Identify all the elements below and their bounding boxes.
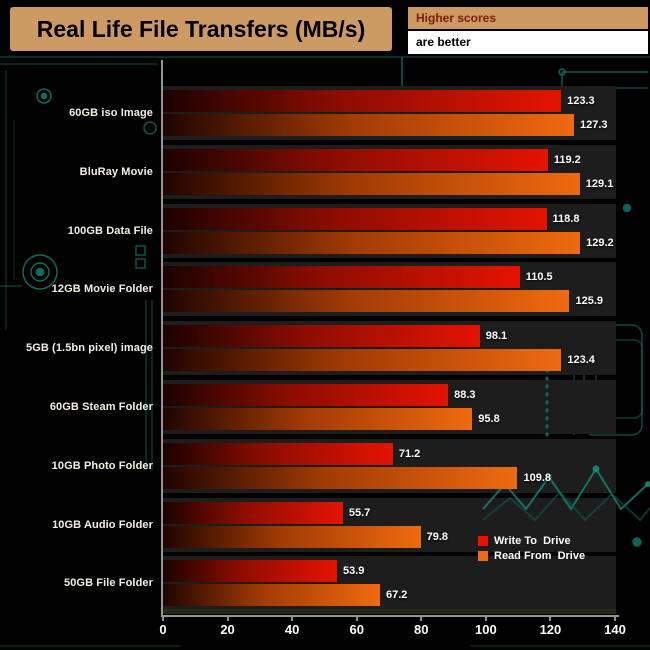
legend-label: Write To Drive (494, 535, 571, 547)
bar-write (163, 207, 547, 230)
value-label: 125.9 (575, 295, 603, 308)
x-tick-mark (420, 616, 423, 621)
x-tick-label: 40 (284, 622, 300, 637)
bar-read (163, 466, 518, 489)
x-tick-mark (355, 616, 358, 621)
category-label: BluRay Movie (79, 165, 153, 178)
x-tick-label: 60 (349, 622, 364, 637)
legend-item: Read From Drive (478, 550, 585, 562)
value-label: 71.2 (398, 447, 421, 460)
y-axis-line (161, 60, 163, 617)
value-label: 129.1 (585, 177, 614, 190)
x-tick-label: 0 (159, 622, 167, 637)
note-higher-scores: Higher scores (408, 7, 648, 29)
value-label: 53.9 (343, 565, 365, 578)
bar-read (163, 349, 562, 372)
x-tick-label: 140 (604, 622, 626, 637)
x-tick-mark (549, 616, 552, 621)
x-tick-label: 20 (220, 622, 235, 637)
legend-swatch-write (478, 536, 488, 546)
legend: Write To Drive Read From Drive (478, 535, 585, 562)
value-label: 55.7 (348, 506, 371, 519)
value-label: 123.3 (567, 95, 595, 107)
x-tick-mark (614, 616, 616, 621)
category-label: 50GB File Folder (63, 577, 153, 590)
bar-read (163, 408, 473, 430)
plot-footer-strip (163, 609, 616, 614)
category-label: 60GB iso Image (69, 107, 153, 119)
x-tick-mark (226, 616, 229, 621)
note-are-better: are better (408, 31, 648, 54)
value-label: 127.3 (579, 119, 608, 131)
x-tick-mark (162, 616, 164, 621)
bar-write (163, 560, 338, 583)
value-label: 98.1 (485, 330, 508, 343)
category-label: 5GB (1.5bn pixel) image (25, 342, 153, 355)
bar-read (163, 584, 380, 607)
value-label: 110.5 (525, 271, 553, 284)
bar-write (163, 325, 480, 348)
bar-write (163, 442, 393, 465)
bar-read (163, 231, 581, 254)
legend-label: Read From Drive (494, 550, 586, 562)
bar-write (163, 501, 343, 524)
bar-read (163, 525, 421, 548)
bar-write (163, 384, 449, 406)
value-label: 118.8 (552, 212, 580, 225)
category-label: 12GB Movie Folder (51, 283, 153, 296)
bar-write (163, 148, 548, 171)
category-label: 10GB Audio Folder (52, 518, 153, 531)
x-tick-label: 120 (539, 622, 562, 637)
bar-write (163, 266, 520, 289)
bar-read (163, 290, 570, 313)
category-label: 60GB Steam Folder (49, 401, 153, 413)
value-label: 79.8 (426, 530, 449, 543)
value-label: 88.3 (454, 389, 476, 401)
category-label: 100GB Data File (67, 224, 153, 237)
value-label: 95.8 (478, 413, 500, 425)
chart-title: Real Life File Transfers (MB/s) (36, 15, 366, 42)
bar-read (163, 172, 580, 195)
x-tick-label: 80 (414, 622, 429, 637)
value-label: 129.2 (586, 236, 614, 249)
legend-swatch-read (478, 551, 488, 561)
x-axis-line (161, 615, 619, 617)
value-label: 109.8 (523, 471, 552, 484)
value-label: 67.2 (385, 589, 408, 602)
category-label: 10GB Photo Folder (51, 459, 153, 472)
legend-item: Write To Drive (478, 535, 585, 547)
x-tick-mark (291, 616, 294, 621)
bar-read (163, 114, 574, 136)
bar-write (163, 90, 562, 112)
x-tick-mark (484, 616, 487, 621)
value-label: 123.4 (567, 354, 595, 367)
value-label: 119.2 (553, 153, 581, 166)
x-tick-label: 100 (474, 622, 497, 637)
chart-title-box: Real Life File Transfers (MB/s) (10, 7, 392, 51)
